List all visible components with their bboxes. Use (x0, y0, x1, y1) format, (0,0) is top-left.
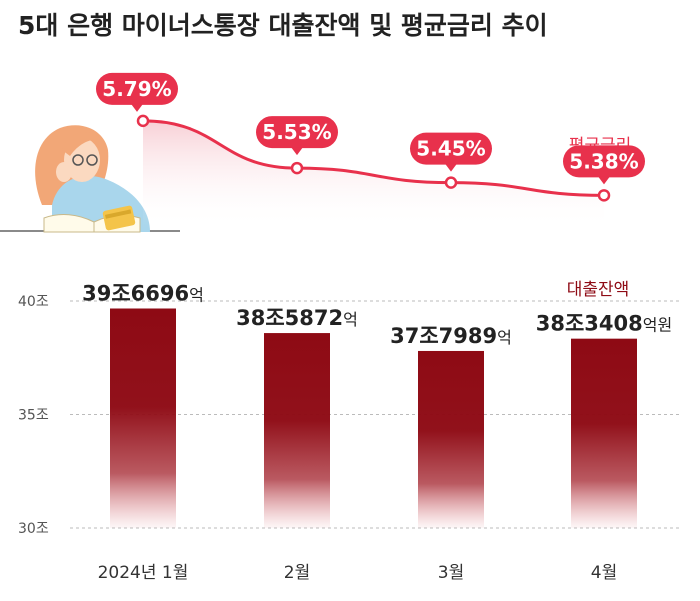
balance-bar (264, 333, 330, 528)
balance-bar-chart: 39조6696억 38조5872억 37조7989억 38조3408억원 (82, 282, 672, 528)
chart-title: 5대 은행 마이너스통장 대출잔액 및 평균금리 추이 (18, 11, 548, 40)
rate-data-label: 5.38% (563, 145, 645, 185)
balance-data-label: 37조7989억 (390, 324, 512, 348)
rate-data-label-text: 5.45% (416, 137, 485, 161)
balance-bar (571, 338, 637, 528)
bar-y-axis: 40조 35조 30조 (18, 294, 49, 537)
rate-data-label: 5.79% (96, 72, 178, 112)
balance-data-label: 38조5872억 (236, 306, 358, 330)
rate-point (136, 114, 150, 128)
y-tick-label: 40조 (18, 294, 49, 310)
rate-line (141, 119, 606, 197)
x-tick-label: 2024년 1월 (98, 563, 189, 583)
rate-point (290, 161, 304, 175)
balance-data-label: 38조3408억원 (536, 312, 672, 336)
rate-area-fill (143, 120, 604, 228)
rate-point (597, 189, 611, 202)
rate-series-label: 평균금리 (569, 136, 632, 156)
rate-data-label: 5.45% (410, 132, 492, 172)
y-tick-label: 30조 (18, 521, 49, 537)
x-axis-labels: 2024년 1월 2월 3월 4월 (98, 563, 618, 583)
balance-bar (418, 350, 484, 528)
rate-data-label: 5.53% (256, 116, 338, 156)
rate-data-label-text: 5.53% (262, 120, 331, 144)
balance-bar (110, 308, 176, 528)
x-tick-label: 4월 (591, 563, 617, 583)
x-tick-label: 2월 (284, 563, 310, 583)
rate-data-label-text: 5.38% (569, 149, 638, 173)
rate-data-label-text: 5.79% (102, 77, 171, 101)
x-tick-label: 3월 (438, 563, 464, 583)
balance-series-label: 대출잔액 (567, 280, 630, 300)
rate-point (444, 176, 458, 189)
woman-reading-book-with-card-icon (0, 125, 180, 233)
balance-data-label: 39조6696억 (82, 282, 204, 306)
y-tick-label: 35조 (18, 408, 49, 424)
rate-line-chart: 5.79% 5.53% 5.45% 5.38% (96, 72, 645, 228)
